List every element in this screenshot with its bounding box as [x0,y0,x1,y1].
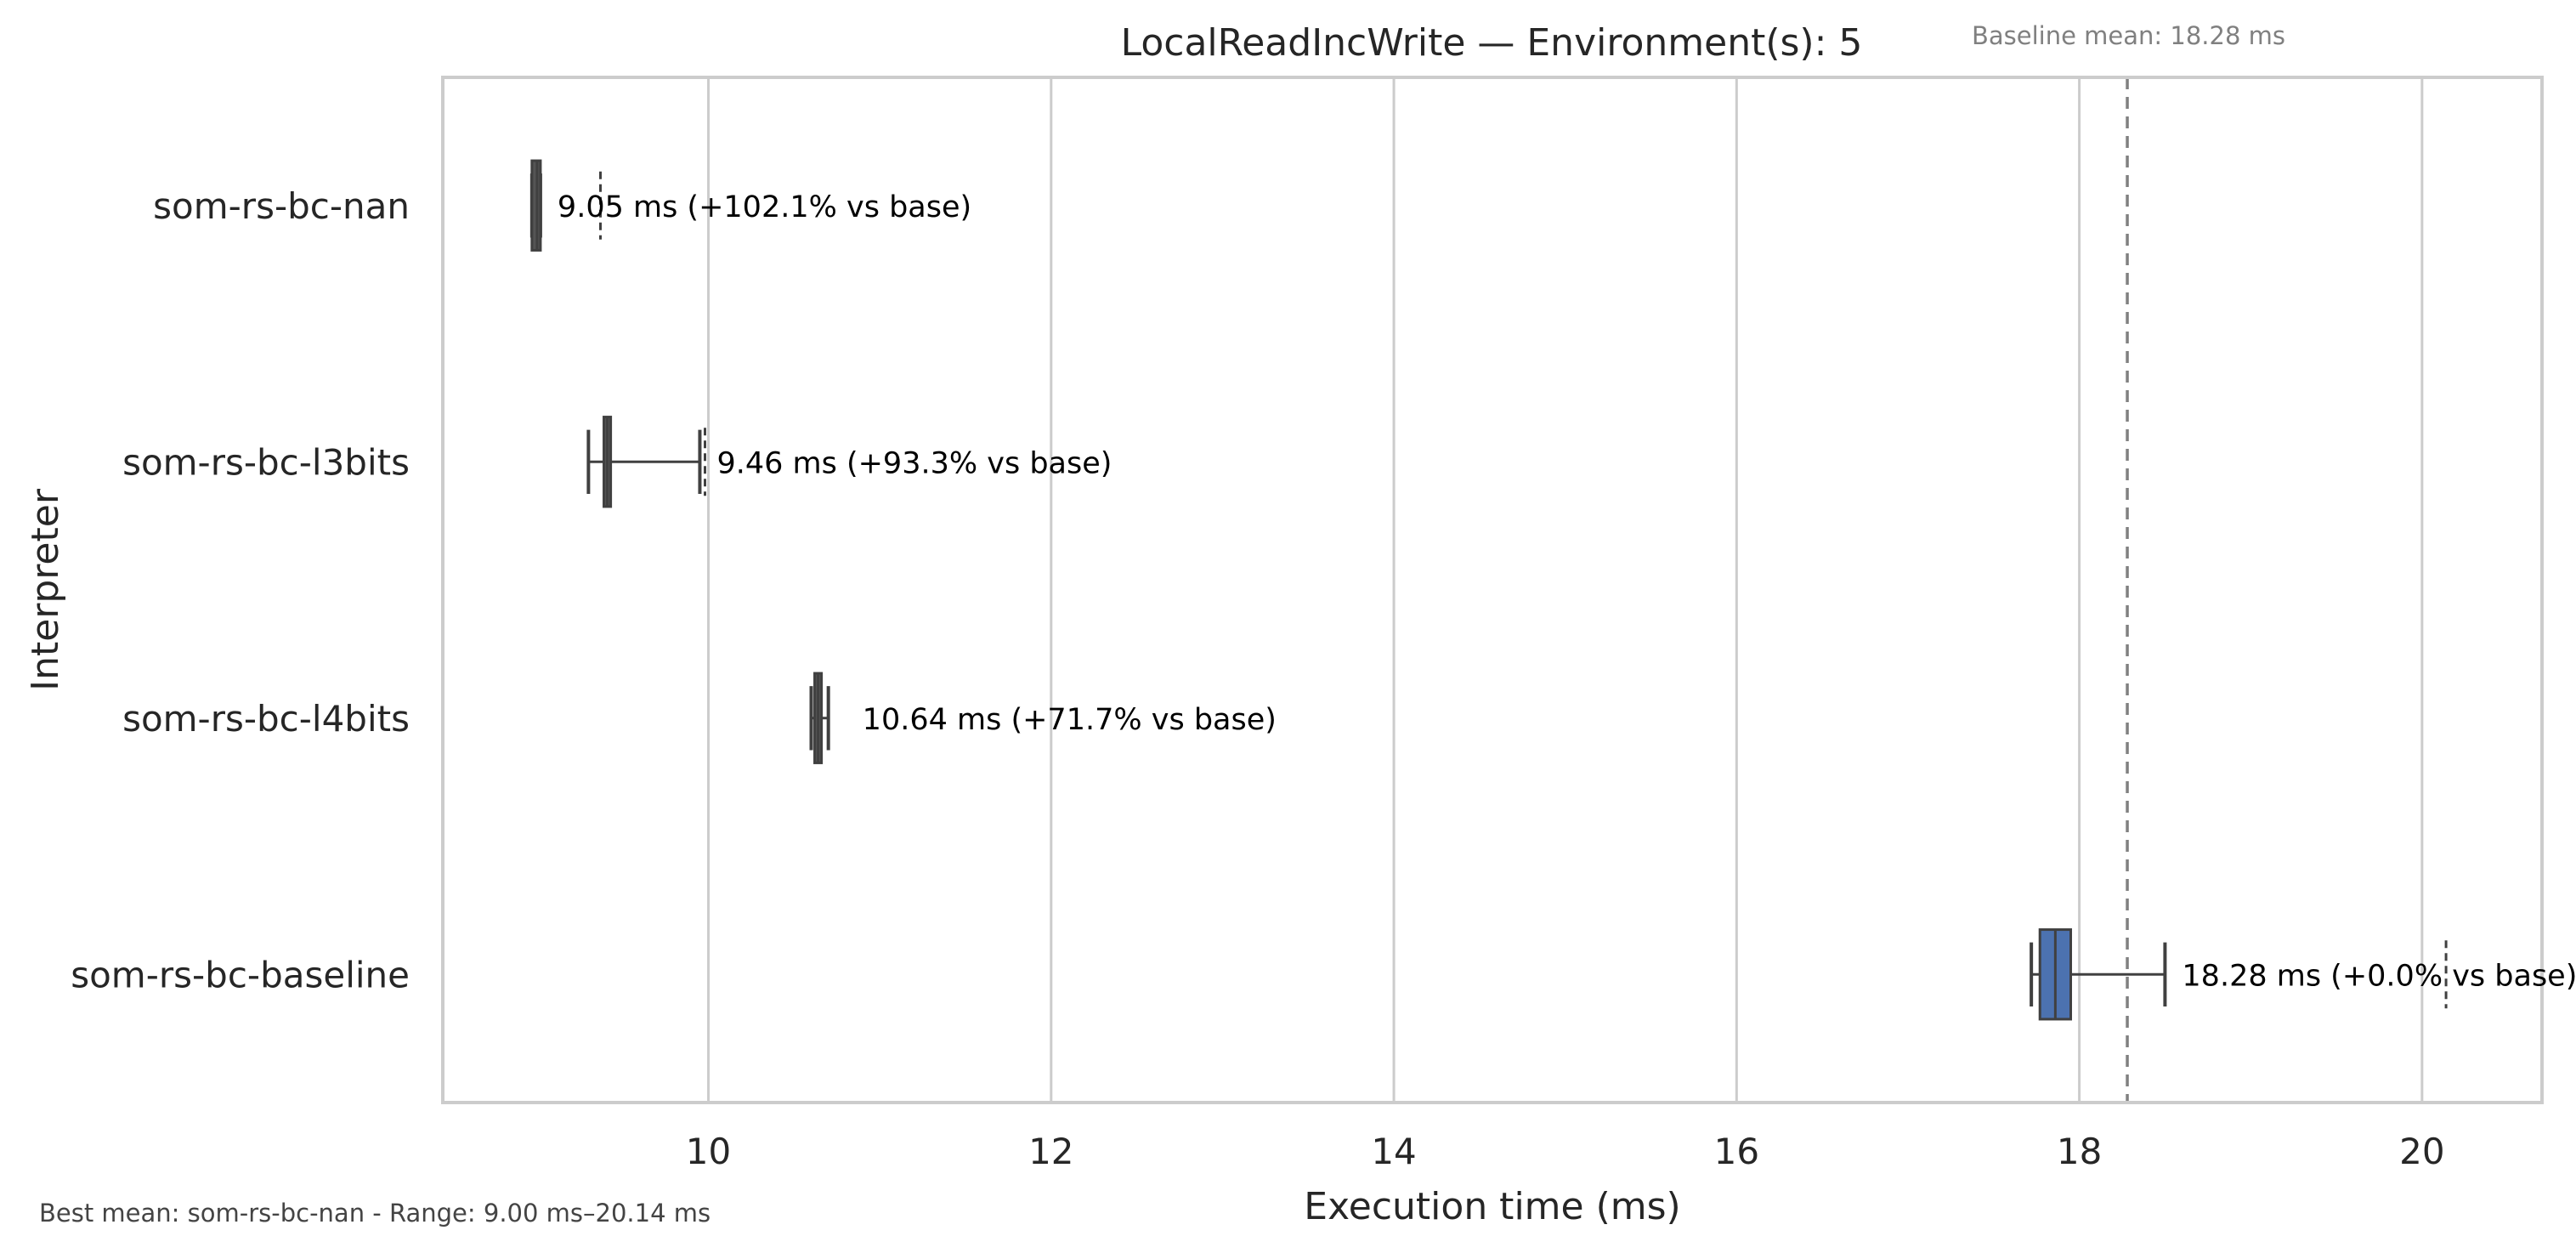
x-axis-label: Execution time (ms) [1304,1185,1680,1228]
grid-lines [707,77,2424,1103]
baseline-mean-label: Baseline mean: 18.28 ms [1972,21,2285,50]
x-axis-ticks: 10 12 14 16 18 20 [686,1131,2445,1172]
plot-area-frame [441,76,2544,1104]
chart-title: LocalReadIncWrite — Environment(s): 5 [1121,21,1863,65]
y-tick-label-som-rs-bc-l4bits: som-rs-bc-l4bits [122,698,410,740]
annotation-som-rs-bc-l3bits: 9.46 ms (+93.3% vs base) [716,446,1112,480]
annotation-som-rs-bc-baseline: 18.28 ms (+0.0% vs base) [2182,959,2576,993]
y-axis-label: Interpreter [24,488,67,691]
x-tick-label-18: 18 [2057,1131,2102,1172]
annotation-som-rs-bc-l4bits: 10.64 ms (+71.7% vs base) [863,703,1277,737]
y-axis-ticks: som-rs-bc-nan som-rs-bc-l3bits som-rs-bc-l… [71,185,410,996]
x-tick-label-20: 20 [2399,1131,2444,1172]
annotation-som-rs-bc-nan: 9.05 ms (+102.1% vs base) [558,190,971,224]
x-tick-label-10: 10 [686,1131,731,1172]
x-tick-label-16: 16 [1714,1131,1759,1172]
chart-footer-note: Best mean: som-rs-bc-nan - Range: 9.00 m… [39,1199,711,1227]
x-tick-label-14: 14 [1371,1131,1416,1172]
y-tick-label-som-rs-bc-nan: som-rs-bc-nan [153,185,410,227]
box-som-rs-bc-l3bits [586,416,706,508]
y-tick-label-som-rs-bc-l3bits: som-rs-bc-l3bits [122,441,410,483]
box-som-rs-bc-l4bits [809,672,830,764]
box-som-rs-bc-baseline [2030,928,2448,1021]
box-plots [529,159,2448,1021]
box-som-rs-bc-nan [529,159,603,252]
x-tick-label-12: 12 [1028,1131,1073,1172]
box-annotations: 9.05 ms (+102.1% vs base) 9.46 ms (+93.3%… [558,190,2576,994]
y-tick-label-som-rs-bc-baseline: som-rs-bc-baseline [71,954,410,995]
